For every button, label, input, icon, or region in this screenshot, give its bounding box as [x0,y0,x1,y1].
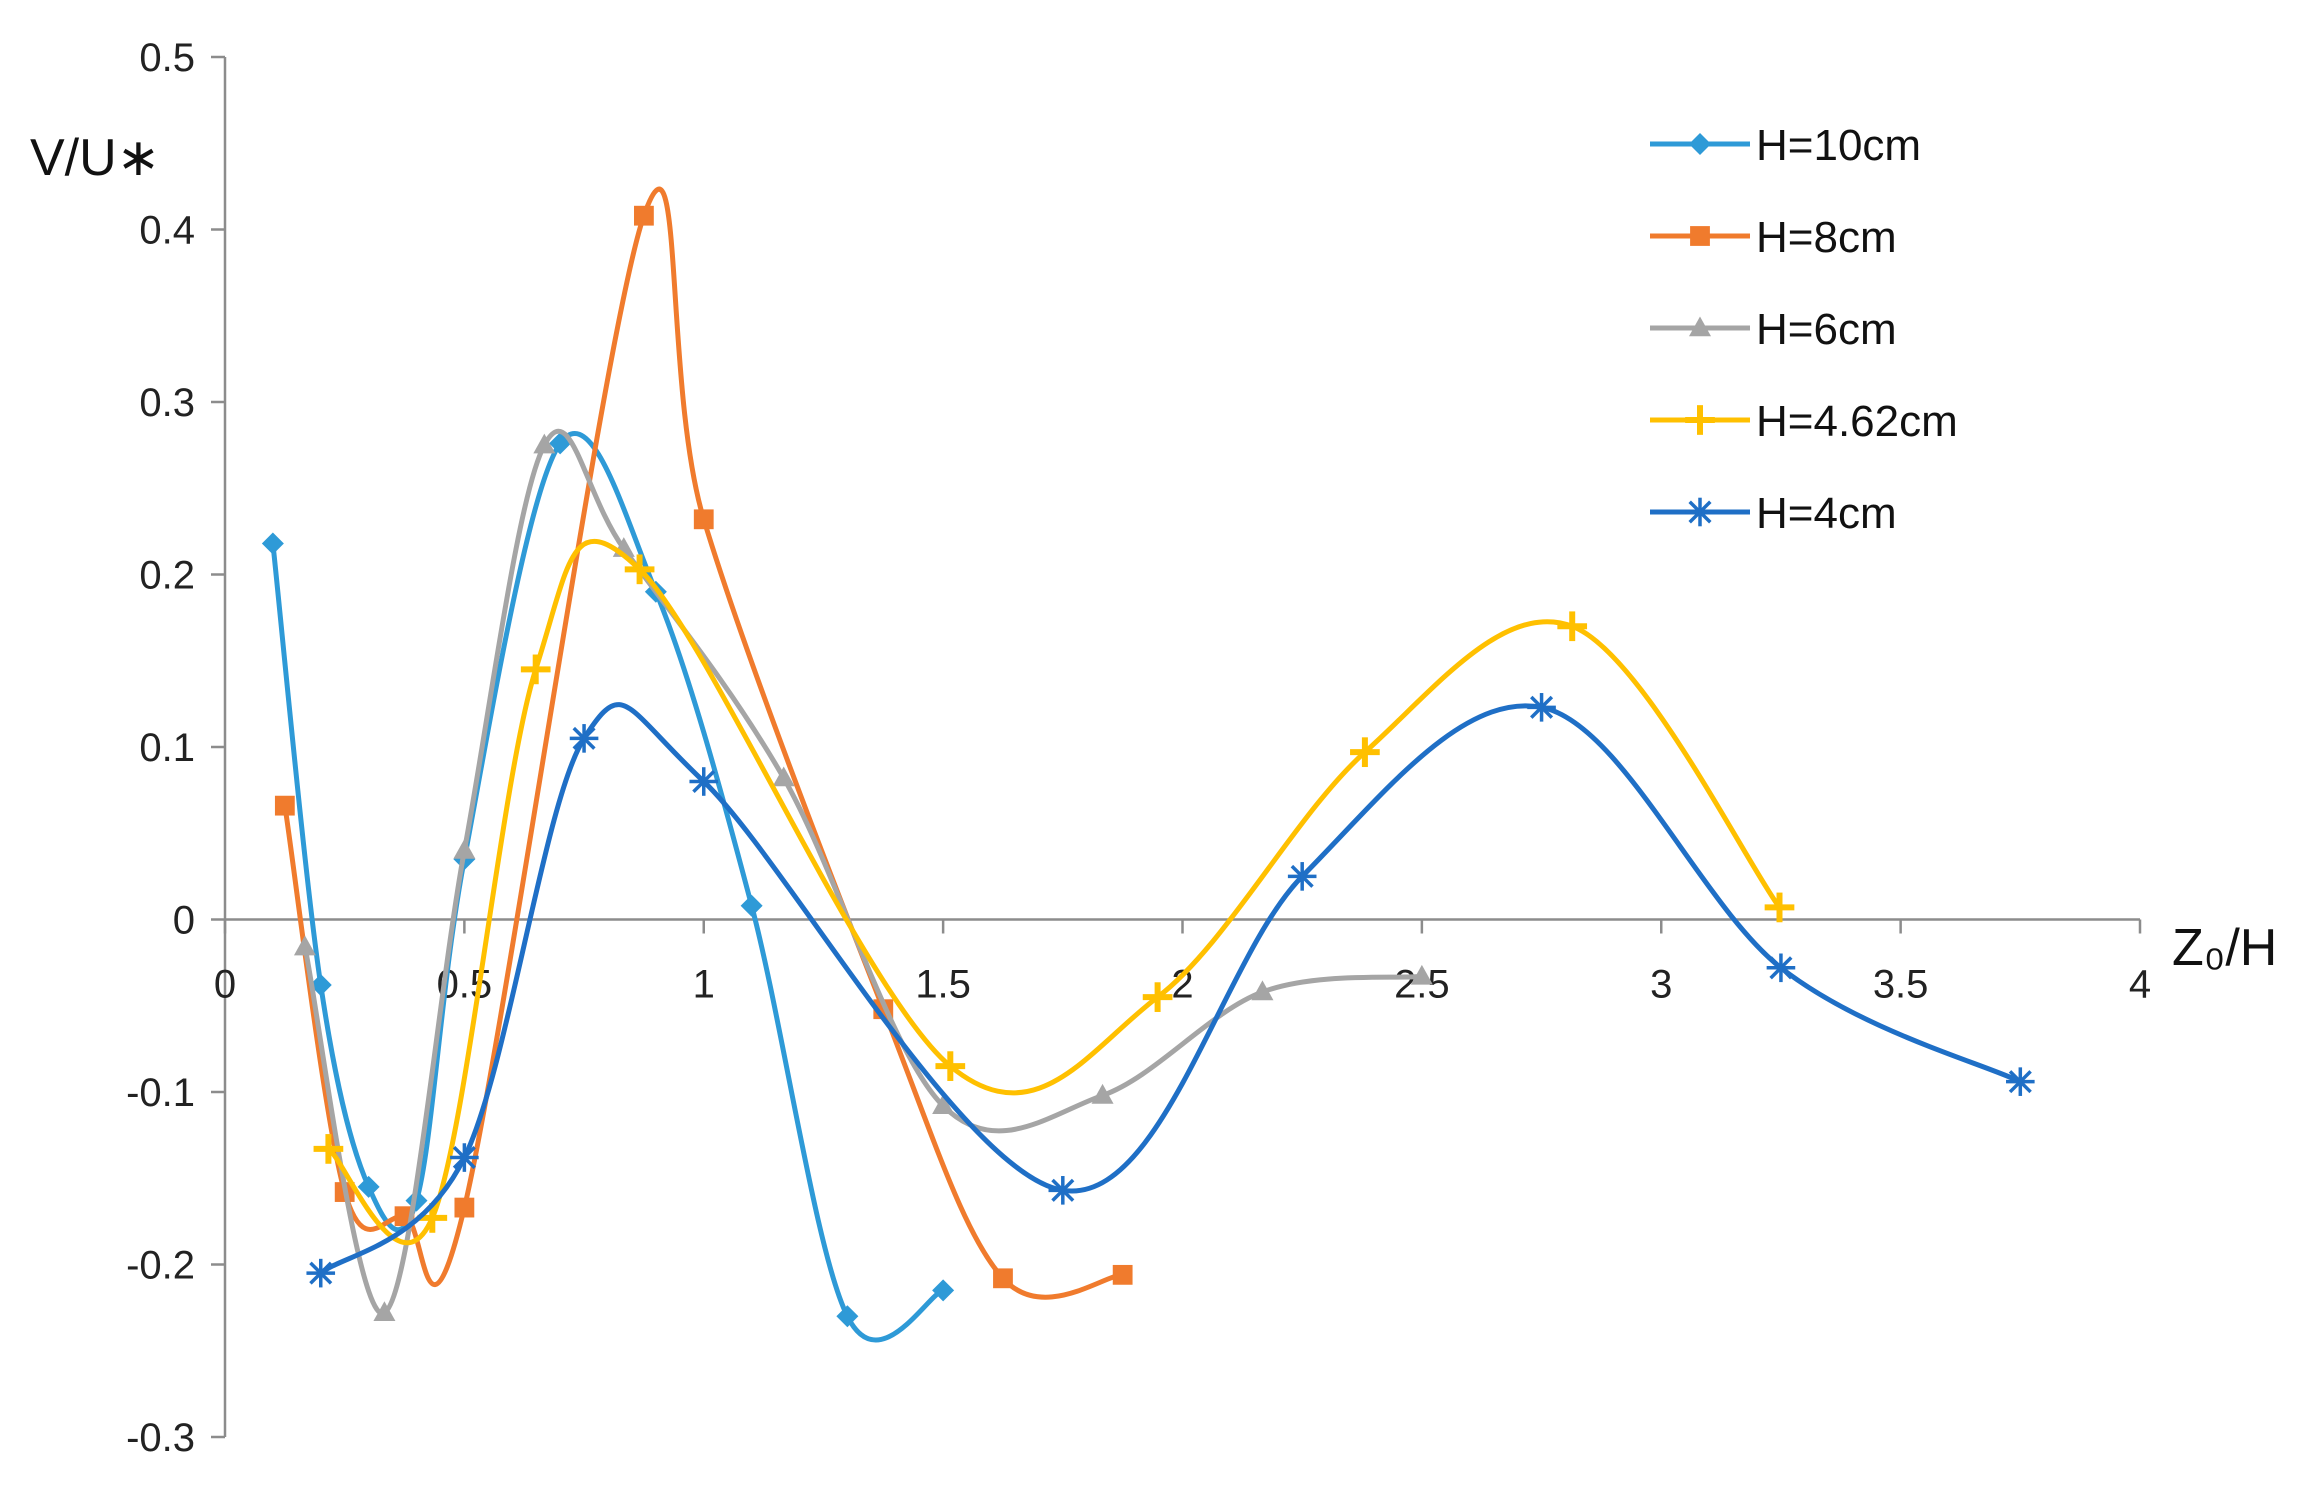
data-point-diamond [309,974,332,997]
data-point-triangle [772,766,795,787]
x-tick-label: 1.5 [915,963,971,1007]
y-tick-label: 0.2 [139,554,195,598]
data-point-triangle [453,838,476,859]
data-point-square [993,1268,1013,1289]
series-layer [261,186,2035,1343]
legend-label: H=8cm [1756,213,1897,262]
data-point-triangle [1091,1083,1114,1104]
axes: 00.511.522.533.540.50.40.30.20.10-0.1-0.… [126,36,2151,1460]
data-point-plus [1764,892,1795,923]
y-tick-label: 0.4 [139,209,195,253]
y-tick-label: 0.5 [139,36,195,80]
y-tick-label: 0.1 [139,726,195,770]
series-h8cm [274,186,1133,1300]
data-point-triangle [1689,316,1711,337]
legend-item: H=6cm [1650,305,1897,354]
data-point-asterisk [2006,1067,2035,1096]
data-point-asterisk [1766,953,1796,983]
data-point-square [1112,1264,1133,1285]
data-point-plus [624,554,655,585]
data-point-triangle [533,433,556,454]
x-tick-label: 3 [1650,963,1672,1007]
data-point-square [274,795,295,816]
y-axis-title: V/U∗ [30,129,160,187]
x-tick-label: 0 [214,963,236,1007]
y-tick-label: -0.2 [126,1244,195,1288]
data-point-diamond [836,1305,859,1328]
data-point-triangle [1251,980,1274,1001]
data-point-square [693,509,714,530]
data-point-plus [313,1134,344,1164]
data-point-triangle [932,1094,955,1115]
data-point-plus [935,1051,966,1081]
data-point-asterisk [1685,497,1715,527]
data-point-square [1690,226,1710,246]
data-point-asterisk [306,1258,336,1288]
series-h4.62cm [313,538,1795,1245]
data-point-diamond [357,1175,380,1198]
legend-item: H=10cm [1650,121,1921,170]
data-point-diamond [932,1279,955,1302]
x-tick-label: 1 [693,963,715,1007]
y-tick-label: -0.3 [126,1416,195,1460]
data-point-asterisk [569,724,599,753]
data-point-triangle [373,1301,396,1322]
legend: H=10cm H=8cm H=6cm H=4.62cm H=4cm [1650,121,1958,538]
data-point-asterisk [1527,693,1556,722]
series-line [282,186,1126,1300]
data-point-asterisk [450,1143,479,1172]
series-line [270,431,946,1343]
x-tick-label: 4 [2129,963,2151,1007]
legend-label: H=4cm [1756,489,1897,538]
data-point-plus [1685,405,1715,435]
data-point-square [454,1197,475,1218]
legend-label: H=6cm [1756,305,1897,354]
data-point-plus [520,654,551,685]
series-line [325,538,1782,1245]
legend-item: H=4cm [1650,489,1897,538]
y-tick-label: -0.1 [126,1071,195,1115]
data-point-asterisk [689,767,719,796]
legend-label: H=4.62cm [1756,397,1958,446]
data-point-diamond [261,532,284,555]
y-tick-label: 0.3 [139,381,195,425]
data-point-plus [1142,982,1173,1012]
x-axis-title: Z₀/H [2172,919,2277,977]
data-point-plus [1557,611,1588,642]
legend-label: H=10cm [1756,121,1921,170]
x-tick-label: 3.5 [1873,963,1929,1007]
data-point-square [634,205,654,226]
data-point-diamond [1689,133,1711,155]
series-h6cm [293,428,1433,1322]
legend-item: H=4.62cm [1650,397,1958,446]
data-point-plus [1350,737,1380,768]
legend-item: H=8cm [1650,213,1897,262]
data-point-triangle [1410,964,1433,985]
x-tick-label: 2 [1171,963,1193,1007]
data-point-triangle [293,935,316,956]
data-point-asterisk [1048,1176,1078,1205]
series-h4cm [306,693,2035,1288]
data-point-diamond [740,894,763,917]
y-tick-label: 0 [173,899,195,943]
data-point-asterisk [1287,862,1317,891]
